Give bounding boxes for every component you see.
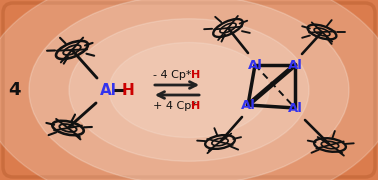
Ellipse shape [69, 19, 309, 161]
FancyBboxPatch shape [3, 3, 375, 177]
Ellipse shape [29, 0, 349, 180]
Text: - 4 Cp*: - 4 Cp* [153, 70, 192, 80]
Text: 4: 4 [8, 81, 20, 99]
Text: H: H [191, 70, 200, 80]
Text: Al: Al [240, 98, 256, 111]
Text: H: H [191, 101, 200, 111]
Ellipse shape [109, 42, 269, 138]
Text: + 4 Cp*: + 4 Cp* [153, 101, 197, 111]
Text: Al: Al [288, 58, 302, 71]
Text: Al: Al [248, 58, 262, 71]
Text: Al: Al [99, 82, 116, 98]
Text: Al: Al [288, 102, 302, 114]
Text: H: H [122, 82, 134, 98]
